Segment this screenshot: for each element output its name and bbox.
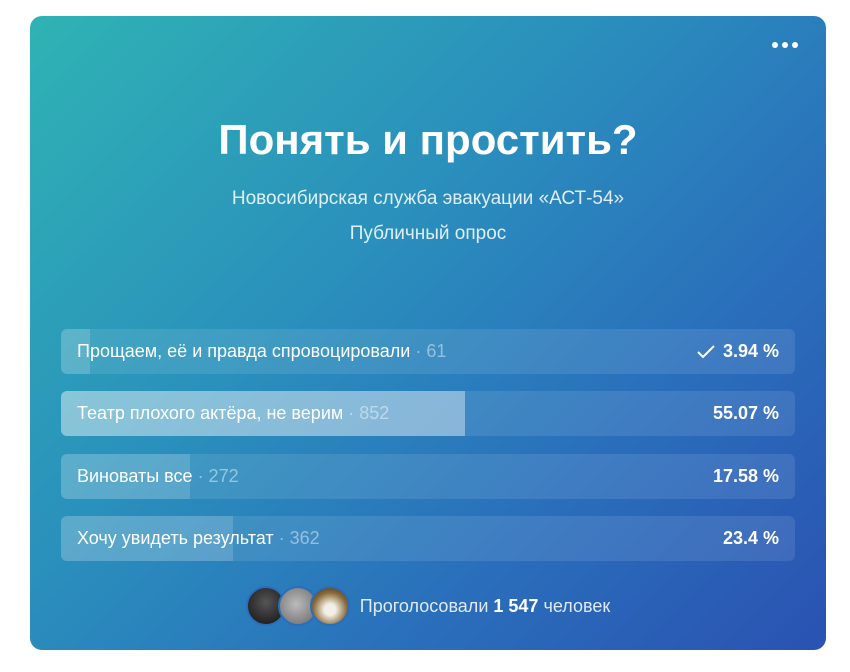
- voter-avatars[interactable]: [245, 586, 350, 626]
- more-options-icon[interactable]: [772, 42, 798, 48]
- poll-option-label: Виноваты все · 272: [77, 466, 239, 486]
- poll-type: Публичный опрос: [349, 223, 507, 244]
- poll-option-label: Хочу увидеть результат · 362: [77, 528, 320, 548]
- check-icon: [697, 344, 715, 358]
- poll-option-percent: 17.58 %: [712, 466, 779, 486]
- voters-summary[interactable]: Проголосовали 1 547 человек: [30, 586, 826, 626]
- poll-title: Понять и простить?: [218, 116, 638, 163]
- poll-author[interactable]: Новосибирская служба эвакуации «АСТ-54»: [231, 188, 625, 209]
- voters-text: Проголосовали 1 547 человек: [359, 595, 611, 616]
- poll-option-count: · 852: [348, 403, 390, 423]
- poll-option-bar: [61, 454, 191, 499]
- poll-option-count: · 61: [415, 341, 447, 361]
- poll-option-count: · 362: [278, 528, 320, 548]
- poll-option-label: Театр плохого актёра, не верим · 852: [77, 403, 390, 423]
- poll-option-label: Прощаем, её и правда спровоцировали · 61: [77, 341, 447, 361]
- poll-option-percent: 23.4 %: [722, 528, 779, 548]
- poll-option[interactable]: Виноваты все · 272 17.58 %: [61, 454, 795, 499]
- poll-card: Понять и простить? Новосибирская служба …: [30, 16, 826, 650]
- poll-option-percent: 3.94 %: [697, 329, 779, 374]
- poll-option-bar: [61, 329, 90, 374]
- poll-option-bar: [61, 516, 233, 561]
- poll-option-bar: [61, 391, 466, 436]
- poll-option-count: · 272: [197, 466, 239, 486]
- poll-option-percent: 55.07 %: [712, 403, 779, 423]
- poll-option[interactable]: Прощаем, её и правда спровоцировали · 61…: [61, 329, 795, 374]
- poll-option[interactable]: Хочу увидеть результат · 362 23.4 %: [61, 516, 795, 561]
- avatar: [309, 586, 350, 626]
- poll-option[interactable]: Театр плохого актёра, не верим · 852 55.…: [61, 391, 795, 436]
